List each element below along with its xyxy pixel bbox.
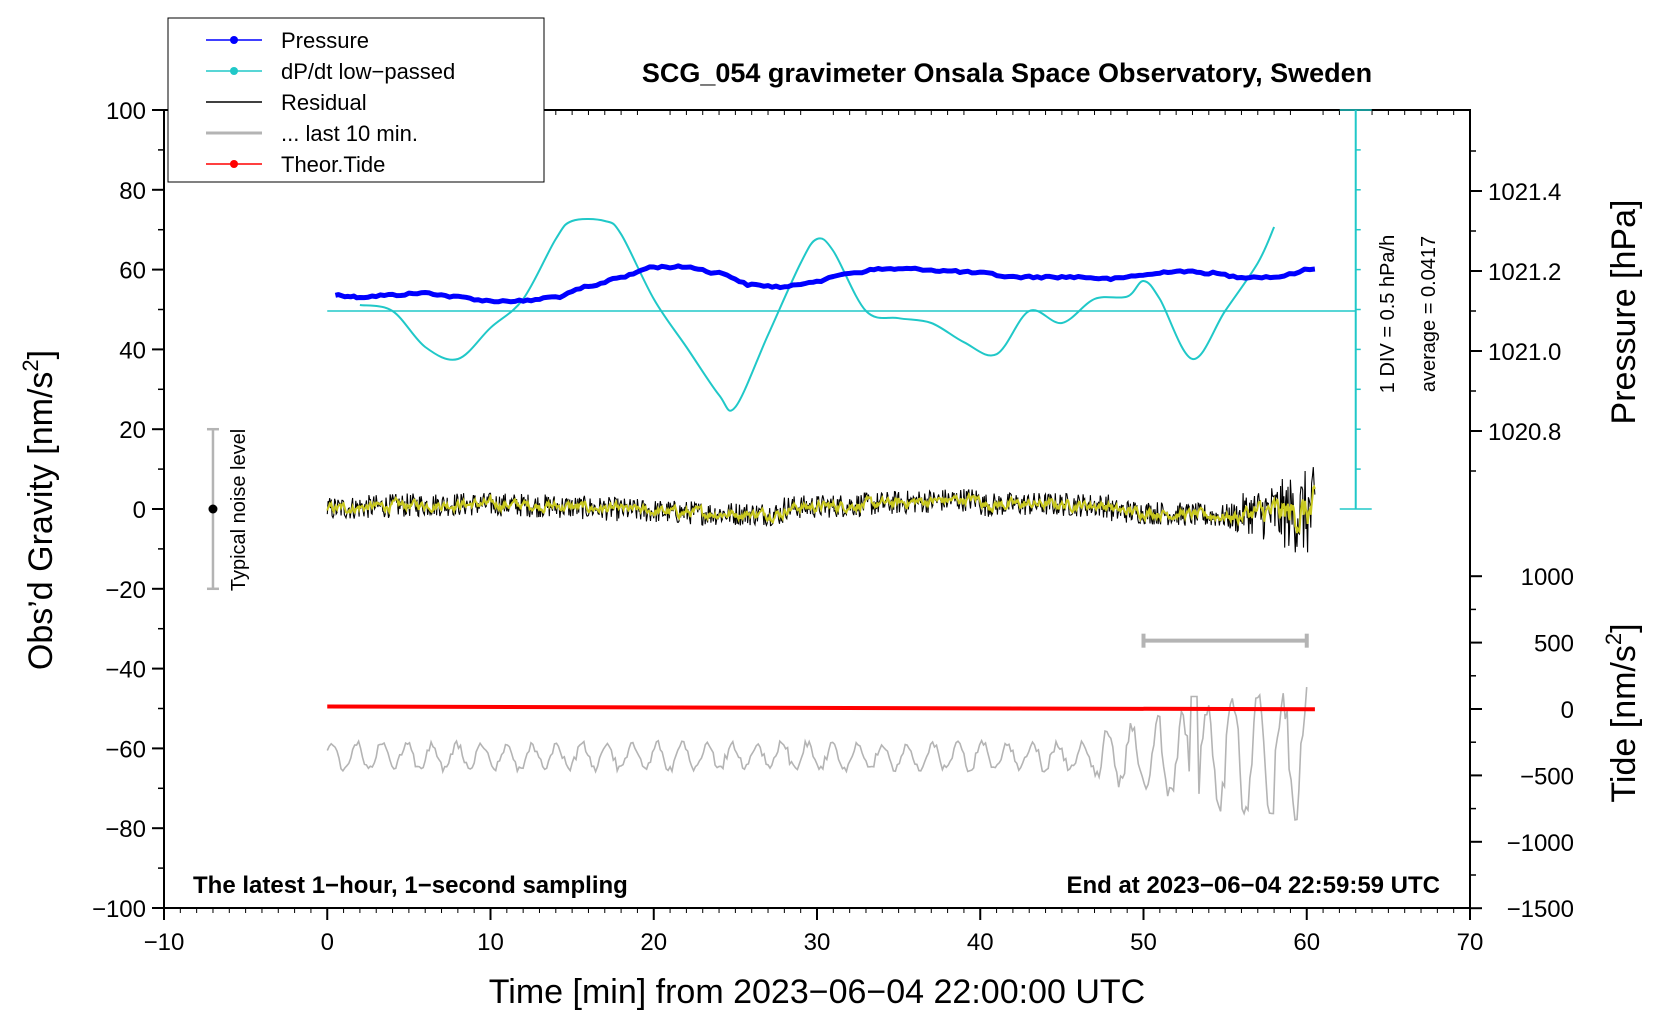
- noise-level-label: Typical noise level: [228, 429, 250, 591]
- tide-tick-label: −500: [1520, 763, 1574, 790]
- x-tick-label: 20: [640, 929, 667, 956]
- y-left-tick-label: 60: [119, 258, 146, 285]
- series-residual-smoothed-line: [326, 484, 1316, 535]
- series-residual-line: [326, 467, 1316, 553]
- y-axis-pressure-title: Pressure [hPa]: [1605, 200, 1643, 425]
- pressure-tick-label: 1021.4: [1488, 179, 1561, 206]
- x-tick-label: 60: [1293, 929, 1320, 956]
- y-axis-left-title-main: Obs’d Gravity [nm/s: [22, 372, 60, 671]
- y-left-tick-label: 40: [119, 337, 146, 364]
- y-axis-tide-title: Tide [nm/s2]: [1601, 623, 1643, 802]
- legend-box: [167, 17, 545, 183]
- pressure-tick-label: 1021.2: [1488, 259, 1561, 286]
- y-axis-tide-title-sup: 2: [1601, 633, 1626, 645]
- average-label: average = 0.0417: [1418, 236, 1440, 392]
- y-left-tick-label: −20: [105, 577, 146, 604]
- y-left-tick-label: −40: [105, 657, 146, 684]
- x-tick-label: 0: [321, 929, 334, 956]
- y-left-tick-label: −80: [105, 816, 146, 843]
- y-axis-left-title-sup: 2: [18, 359, 43, 371]
- pressure-tick-label: 1021.0: [1488, 339, 1561, 366]
- div-label: 1 DIV = 0.5 hPa/h: [1377, 235, 1399, 393]
- y-left-tick-label: −60: [105, 736, 146, 763]
- footer-right: End at 2023−06−04 22:59:59 UTC: [1066, 872, 1440, 899]
- legend-label: Residual: [281, 90, 367, 115]
- legend-label: Pressure: [281, 28, 369, 53]
- x-tick-label: −10: [144, 929, 185, 956]
- y-axis-tide-title-tail: ]: [1605, 623, 1643, 632]
- legend-swatch-marker: [230, 67, 238, 75]
- legend-label: dP/dt low−passed: [281, 59, 455, 84]
- x-tick-label: 10: [477, 929, 504, 956]
- chart-title: SCG_054 gravimeter Onsala Space Observat…: [642, 58, 1372, 88]
- noise-bar-center-dot: [208, 504, 218, 514]
- tide-tick-label: 500: [1534, 631, 1574, 658]
- y-axis-tide-title-main: Tide [nm/s: [1605, 645, 1643, 802]
- pressure-tick-label: 1020.8: [1488, 419, 1561, 446]
- tide-tick-label: −1000: [1507, 830, 1574, 857]
- legend-swatch-marker: [230, 36, 238, 44]
- y-left-tick-label: 100: [106, 98, 146, 125]
- series-pressure-line: [334, 263, 1316, 305]
- footer-left: The latest 1−hour, 1−second sampling: [193, 872, 628, 899]
- y-left-tick-label: 0: [133, 497, 146, 524]
- y-left-tick-label: 80: [119, 178, 146, 205]
- x-tick-label: 70: [1457, 929, 1484, 956]
- y-axis-left-title-tail: ]: [22, 350, 60, 359]
- tide-tick-label: 1000: [1521, 564, 1574, 591]
- tide-tick-label: 0: [1561, 697, 1574, 724]
- x-tick-label: 50: [1130, 929, 1157, 956]
- x-tick-label: 40: [967, 929, 994, 956]
- legend-swatch-marker: [230, 160, 238, 168]
- y-axis-left-title: Obs’d Gravity [nm/s2]: [18, 350, 60, 670]
- legend-label: ... last 10 min.: [281, 121, 418, 146]
- tide-tick-label: −1500: [1507, 896, 1574, 923]
- series-tide-line: [327, 704, 1315, 712]
- y-left-tick-label: −100: [92, 896, 146, 923]
- legend-label: Theor.Tide: [281, 152, 385, 177]
- x-tick-label: 30: [804, 929, 831, 956]
- y-left-tick-label: 20: [119, 417, 146, 444]
- x-axis-title: Time [min] from 2023−06−04 22:00:00 UTC: [489, 973, 1145, 1011]
- series-last10-line: [326, 687, 1308, 821]
- series-dpdt-line: [359, 218, 1276, 412]
